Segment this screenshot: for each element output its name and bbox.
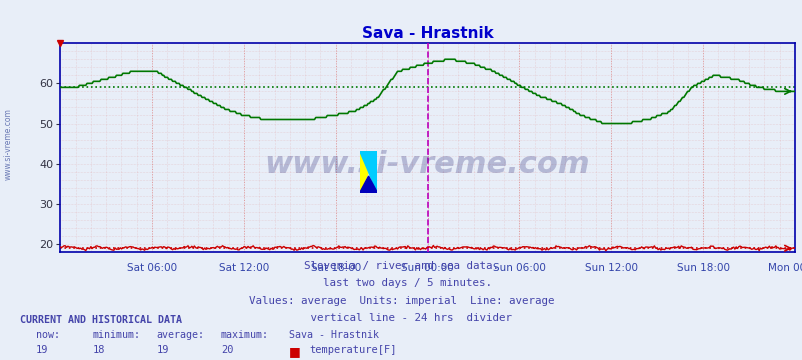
Text: Sun 06:00: Sun 06:00 [492, 263, 545, 273]
Text: 19: 19 [156, 345, 169, 355]
Text: www.si-vreme.com: www.si-vreme.com [3, 108, 13, 180]
Text: Slovenia / river and sea data.: Slovenia / river and sea data. [304, 261, 498, 271]
Text: 19: 19 [36, 345, 49, 355]
Text: 18: 18 [92, 345, 105, 355]
Polygon shape [359, 176, 377, 193]
Text: Values: average  Units: imperial  Line: average: Values: average Units: imperial Line: av… [249, 296, 553, 306]
Title: Sava - Hrastnik: Sava - Hrastnik [361, 26, 493, 41]
Text: Sun 00:00: Sun 00:00 [401, 263, 453, 273]
Polygon shape [359, 151, 377, 193]
Text: Sat 06:00: Sat 06:00 [127, 263, 177, 273]
Text: Sat 18:00: Sat 18:00 [310, 263, 360, 273]
Text: vertical line - 24 hrs  divider: vertical line - 24 hrs divider [290, 313, 512, 323]
Text: minimum:: minimum: [92, 330, 140, 340]
Text: www.si-vreme.com: www.si-vreme.com [265, 150, 589, 179]
Text: Sun 18:00: Sun 18:00 [676, 263, 729, 273]
Text: last two days / 5 minutes.: last two days / 5 minutes. [310, 278, 492, 288]
Text: average:: average: [156, 330, 205, 340]
Text: CURRENT AND HISTORICAL DATA: CURRENT AND HISTORICAL DATA [20, 315, 182, 325]
Text: maximum:: maximum: [221, 330, 269, 340]
Text: Sat 12:00: Sat 12:00 [218, 263, 269, 273]
Text: Mon 00:00: Mon 00:00 [767, 263, 802, 273]
Text: Sava - Hrastnik: Sava - Hrastnik [289, 330, 379, 340]
Text: 20: 20 [221, 345, 233, 355]
Text: temperature[F]: temperature[F] [309, 345, 396, 355]
Text: Sun 12:00: Sun 12:00 [584, 263, 637, 273]
Text: now:: now: [36, 330, 60, 340]
Polygon shape [359, 151, 377, 193]
Text: ■: ■ [289, 345, 301, 358]
